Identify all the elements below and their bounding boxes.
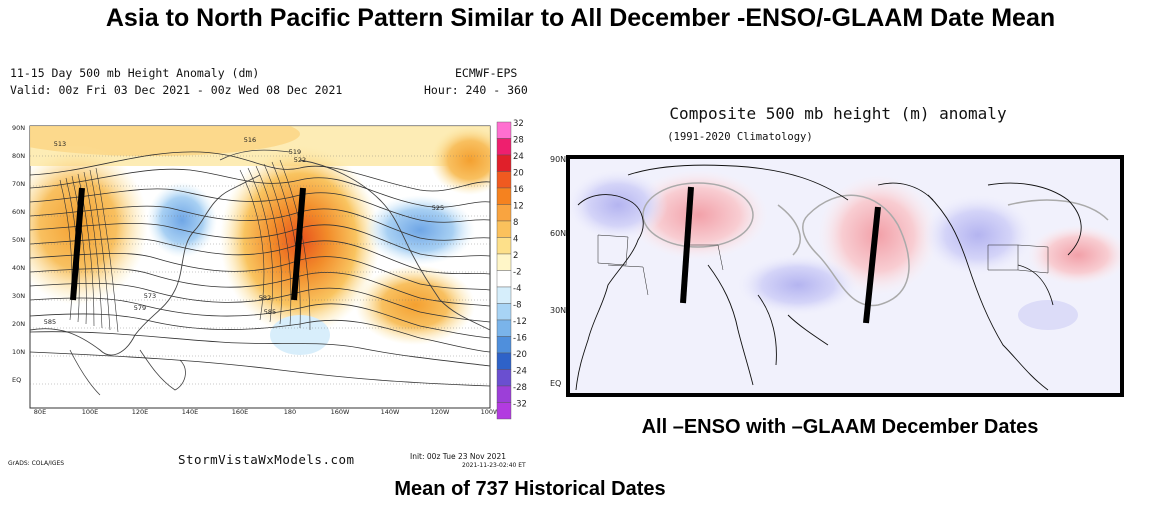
colorbar-swatch: [496, 187, 512, 205]
left-lat-label: 70N: [12, 180, 25, 188]
colorbar-swatch: [496, 138, 512, 156]
colorbar-label: 28: [513, 136, 524, 146]
colorbar-label: 2: [513, 251, 518, 261]
contour-value-label: 516: [244, 136, 256, 144]
right-map-subtitle: (1991-2020 Climatology): [667, 131, 813, 143]
colorbar-label: -12: [513, 317, 527, 327]
left-lon-label: 80E: [34, 408, 46, 416]
colorbar-swatch: [496, 402, 512, 420]
page-title: Asia to North Pacific Pattern Similar to…: [105, 4, 1056, 32]
left-map-header-line1: 11-15 Day 500 mb Height Anomaly (dm): [10, 66, 260, 80]
right-lat-label: 60N: [550, 229, 566, 238]
left-lat-label: 30N: [12, 292, 25, 300]
colorbar-label: 32: [513, 119, 524, 129]
right-composite-map: 90N 60N 30N EQ: [550, 155, 1124, 397]
colorbar-swatch: [496, 253, 512, 271]
colorbar-label: 16: [513, 185, 524, 195]
contour-value-label: 513: [54, 140, 66, 148]
colorbar-label: -2: [513, 268, 521, 278]
colorbar-swatch: [496, 270, 512, 288]
left-lat-label: 60N: [12, 208, 25, 216]
left-lon-label: 160E: [232, 408, 249, 416]
contour-value-label: 585: [44, 318, 56, 326]
left-lon-label: 180: [284, 408, 296, 416]
colorbar-swatch: [496, 204, 512, 222]
contour-value-label: 582: [259, 294, 271, 302]
asia-ridge-axis: [70, 187, 85, 301]
contour-value-label: 525: [432, 204, 444, 212]
init-stamp: 2021-11-23-02:40 ET: [462, 462, 526, 469]
asia-negative-anomaly: [147, 182, 217, 258]
colorbar-swatch: [496, 237, 512, 255]
left-lat-label: 50N: [12, 236, 25, 244]
colorbar-swatch: [496, 336, 512, 354]
colorbar-swatch: [496, 303, 512, 321]
colorbar-label: -32: [513, 400, 527, 410]
contour-value-label: 573: [144, 292, 156, 300]
left-lat-label: 20N: [12, 320, 25, 328]
colorbar-label: 4: [513, 235, 518, 245]
left-lat-label: 40N: [12, 264, 25, 272]
left-map-model: ECMWF-EPS: [455, 66, 518, 80]
left-map-header-line2: Valid: 00z Fri 03 Dec 2021 - 00z Wed 08 …: [10, 83, 343, 97]
colorbar-swatch: [496, 171, 512, 189]
site-watermark: StormVistaWxModels.com: [178, 452, 355, 467]
anomaly-colorbar: 32 28 24 20 16 12 8 4 2 -2 -4 -8 -12 -16 -20 -24 -28 -32: [496, 119, 527, 420]
pacific-ridge-axis: [291, 187, 306, 301]
pacific-composite-axis: [863, 206, 881, 324]
left-lon-label: 100E: [82, 408, 99, 416]
left-lon-label: 120E: [132, 408, 149, 416]
colorbar-label: -20: [513, 350, 527, 360]
left-anomaly-map: 90N 80N 70N 60N 50N 40N 30N 20N 10N EQ 80E 100E 120…: [12, 124, 500, 416]
colorbar-label: 12: [513, 202, 524, 212]
left-lon-label: 140E: [182, 408, 199, 416]
init-time: Init: 00z Tue 23 Nov 2021: [410, 452, 506, 461]
contour-value-label: 522: [294, 156, 306, 164]
left-lon-label: 160W: [331, 408, 350, 416]
colorbar-label: 24: [513, 152, 524, 162]
contour-value-label: 579: [134, 304, 146, 312]
colorbar-label: -28: [513, 383, 527, 393]
grads-credit: GrADS: COLA/IGES: [8, 460, 65, 467]
left-map-hour: Hour: 240 - 360: [424, 83, 528, 97]
colorbar-swatch: [496, 385, 512, 403]
colorbar-swatch: [496, 319, 512, 337]
left-lon-label: 100W: [481, 408, 500, 416]
left-lat-label: EQ: [12, 376, 21, 384]
left-lat-label: 80N: [12, 152, 25, 160]
right-map-title: Composite 500 mb height (m) anomaly: [669, 104, 1007, 123]
right-lat-label: EQ: [550, 379, 561, 388]
bottom-caption: Mean of 737 Historical Dates: [394, 478, 666, 500]
right-lat-label: 30N: [550, 306, 566, 315]
left-lat-label: 90N: [12, 124, 25, 132]
colorbar-swatch: [496, 286, 512, 304]
colorbar-label: -8: [513, 301, 521, 311]
colorbar-swatch: [496, 220, 512, 238]
colorbar-label: -4: [513, 284, 521, 294]
colorbar-label: 8: [513, 218, 518, 228]
right-map-caption: All –ENSO with –GLAAM December Dates: [641, 416, 1039, 438]
colorbar-label: -16: [513, 334, 527, 344]
colorbar-swatch: [496, 352, 512, 370]
colorbar-swatch: [496, 369, 512, 387]
gulf-alaska-negative-anomaly: [365, 195, 475, 265]
right-lat-label: 90N: [550, 155, 566, 164]
asia-composite-axis: [680, 186, 694, 304]
contour-value-label: 585: [264, 308, 276, 316]
colorbar-label: 20: [513, 169, 524, 179]
colorbar-swatch: [496, 154, 512, 172]
colorbar-swatch: [496, 121, 512, 139]
contour-value-label: 519: [289, 148, 301, 156]
colorbar-label: -24: [513, 367, 527, 377]
left-lon-label: 140W: [381, 408, 400, 416]
left-lat-label: 10N: [12, 348, 25, 356]
left-lon-label: 120W: [431, 408, 450, 416]
